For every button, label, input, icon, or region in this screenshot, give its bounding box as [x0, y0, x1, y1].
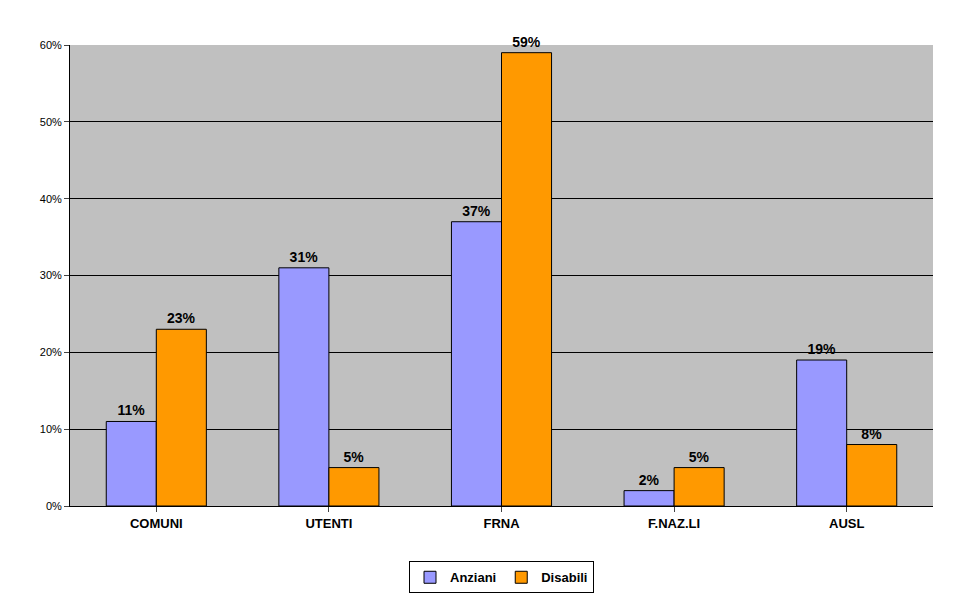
- svg-text:Disabili: Disabili: [541, 570, 587, 585]
- svg-text:Anziani: Anziani: [450, 570, 496, 585]
- svg-text:59%: 59%: [512, 34, 541, 50]
- svg-text:UTENTI: UTENTI: [305, 516, 352, 531]
- svg-text:40%: 40%: [40, 193, 62, 205]
- svg-text:20%: 20%: [40, 346, 62, 358]
- svg-text:10%: 10%: [40, 423, 62, 435]
- svg-text:COMUNI: COMUNI: [130, 516, 183, 531]
- svg-text:50%: 50%: [40, 116, 62, 128]
- svg-text:0%: 0%: [46, 500, 62, 512]
- svg-text:23%: 23%: [167, 310, 196, 326]
- svg-text:31%: 31%: [290, 249, 319, 265]
- svg-text:AUSL: AUSL: [829, 516, 864, 531]
- svg-text:F.NAZ.LI: F.NAZ.LI: [648, 516, 700, 531]
- svg-text:11%: 11%: [117, 402, 145, 418]
- svg-text:37%: 37%: [462, 203, 491, 219]
- svg-text:60%: 60%: [40, 39, 62, 51]
- svg-text:FRNA: FRNA: [483, 516, 520, 531]
- svg-text:5%: 5%: [689, 449, 710, 465]
- svg-text:19%: 19%: [807, 341, 836, 357]
- svg-text:2%: 2%: [639, 472, 660, 488]
- svg-text:8%: 8%: [861, 426, 882, 442]
- svg-text:5%: 5%: [344, 449, 365, 465]
- svg-text:30%: 30%: [40, 269, 62, 281]
